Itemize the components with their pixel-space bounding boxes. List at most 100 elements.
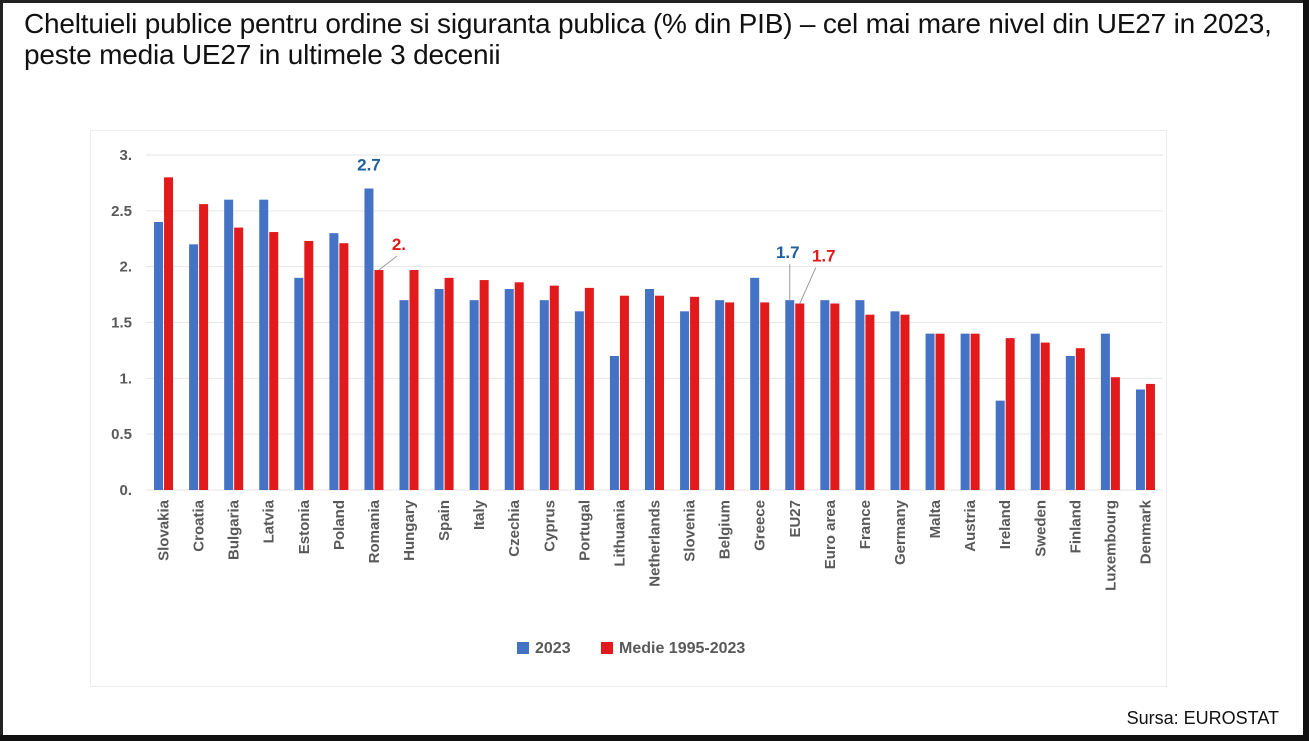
bar-2023: [574, 311, 584, 490]
leader-line: [378, 255, 398, 271]
bar-2023: [645, 289, 654, 490]
x-tick-label: Lithuania: [611, 499, 628, 566]
x-tick-label: Czechia: [506, 499, 523, 556]
y-tick-label: 2.5: [111, 203, 132, 220]
y-tick-label: 0.: [119, 482, 132, 499]
bar-medie: [655, 295, 664, 490]
legend-swatch-medie: [601, 642, 613, 654]
x-tick-label: EU27: [787, 500, 804, 538]
x-tick-label: France: [857, 500, 874, 549]
y-tick-label: 3.: [119, 147, 132, 164]
bar-2023: [224, 199, 234, 490]
data-label: 2.7: [357, 156, 381, 175]
bar-medie: [199, 204, 209, 490]
x-tick-label: Portugal: [576, 500, 593, 561]
y-tick-label: 1.: [119, 370, 132, 387]
bar-2023: [715, 300, 725, 490]
bar-medie: [164, 177, 174, 491]
bar-2023: [1100, 333, 1110, 490]
bar-medie: [725, 302, 735, 490]
bar-medie: [619, 295, 629, 490]
x-tick-label: Italy: [471, 499, 488, 530]
bar-medie: [690, 296, 700, 490]
x-tick-label: Slovenia: [682, 499, 699, 561]
source-note: Sursa: EUROSTAT: [1126, 708, 1279, 728]
x-tick-label: Estonia: [296, 499, 313, 554]
bar-2023: [1065, 356, 1075, 490]
legend-label-medie: Medie 1995-2023: [619, 640, 745, 657]
x-tick-label: Cyprus: [541, 500, 558, 552]
frame-border-top: [0, 0, 1309, 3]
x-tick-label: Belgium: [717, 500, 734, 559]
bar-medie: [584, 287, 594, 490]
bar-medie: [339, 243, 349, 490]
bar-2023: [189, 244, 199, 490]
x-tick-label: Bulgaria: [226, 499, 243, 560]
bar-medie: [760, 302, 770, 490]
data-label: 1.7: [812, 247, 836, 266]
x-tick-label: Slovakia: [156, 499, 173, 561]
x-tick-label: Spain: [436, 500, 453, 541]
bar-2023: [609, 356, 619, 490]
bar-2023: [750, 277, 760, 490]
x-tick-label: Euro area: [822, 499, 839, 569]
bar-2023: [259, 199, 269, 490]
x-tick-label: Austria: [962, 499, 979, 551]
bar-2023: [1135, 389, 1145, 490]
bar-medie: [900, 314, 910, 490]
bar-2023: [855, 300, 865, 490]
bar-2023: [329, 233, 339, 490]
bar-medie: [1145, 383, 1155, 490]
bar-2023: [995, 400, 1005, 490]
data-label: 1.7: [776, 243, 800, 262]
bar-medie: [479, 280, 489, 490]
bar-medie: [795, 303, 805, 490]
y-tick-label: 2.: [119, 259, 132, 276]
bar-medie: [1075, 348, 1085, 490]
bar-medie: [269, 232, 279, 491]
bar-2023: [504, 289, 514, 490]
bar-medie: [514, 282, 524, 490]
x-tick-label: Luxembourg: [1102, 500, 1119, 591]
bar-2023: [785, 300, 795, 490]
bar-medie: [374, 270, 384, 490]
bar-medie: [1110, 377, 1120, 490]
bar-medie: [549, 285, 559, 490]
bar-medie: [1040, 342, 1050, 490]
bar-2023: [539, 300, 549, 490]
bar-medie: [304, 240, 314, 490]
x-tick-label: Germany: [892, 499, 909, 565]
x-tick-label: Greece: [752, 500, 769, 551]
slide-title: Cheltuieli publice pentru ordine si sigu…: [24, 8, 1272, 70]
bar-medie: [234, 227, 244, 491]
leader-line: [799, 267, 817, 304]
x-tick-label: Finland: [1067, 500, 1084, 553]
bar-medie: [935, 333, 945, 490]
x-tick-label: Sweden: [1032, 500, 1049, 557]
y-tick-label: 1.5: [111, 315, 132, 332]
bar-medie: [1005, 338, 1015, 490]
frame-border-bottom: [0, 735, 1309, 741]
bar-medie: [970, 333, 980, 490]
bar-2023: [399, 300, 409, 490]
bar-2023: [1030, 333, 1040, 490]
bar-2023: [364, 188, 374, 490]
x-tick-label: Netherlands: [647, 500, 664, 587]
x-tick-label: Denmark: [1137, 499, 1154, 564]
x-tick-label: Hungary: [401, 499, 418, 561]
legend-label-2023: 2023: [535, 640, 571, 657]
bar-2023: [154, 222, 164, 490]
x-tick-label: Romania: [366, 499, 383, 563]
bar-medie: [444, 277, 454, 490]
bar-2023: [434, 289, 444, 490]
x-tick-label: Croatia: [191, 499, 208, 551]
y-tick-label: 0.5: [111, 426, 132, 443]
bar-medie: [865, 314, 875, 490]
bar-2023: [925, 333, 935, 490]
frame-border-right: [1303, 0, 1309, 741]
x-tick-label: Ireland: [997, 500, 1014, 549]
legend-swatch-2023: [517, 642, 529, 654]
bar-2023: [960, 333, 970, 490]
x-tick-label: Latvia: [261, 499, 278, 543]
